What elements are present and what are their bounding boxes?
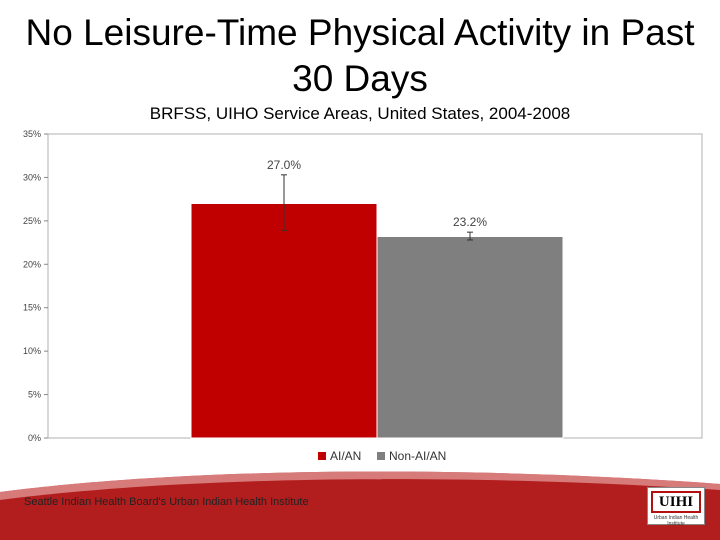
- legend-label: Non-AI/AN: [389, 449, 446, 463]
- y-tick-label: 30%: [23, 172, 41, 182]
- data-label: 23.2%: [453, 215, 487, 229]
- bar-ai-an: [190, 202, 378, 439]
- footer-credit: Seattle Indian Health Board's Urban Indi…: [24, 496, 309, 508]
- logo-caption: Urban Indian Health Institute: [653, 515, 699, 527]
- legend-swatch: [377, 452, 385, 460]
- y-tick-label: 10%: [23, 346, 41, 356]
- slide-subtitle: BRFSS, UIHO Service Areas, United States…: [0, 104, 720, 124]
- y-tick-label: 25%: [23, 216, 41, 226]
- slide-title: No Leisure-Time Physical Activity in Pas…: [25, 12, 695, 99]
- legend-label: AI/AN: [330, 449, 361, 463]
- y-tick-label: 15%: [23, 303, 41, 313]
- logo-text: UIHI: [651, 491, 701, 513]
- y-tick-label: 0%: [28, 433, 41, 443]
- y-tick-label: 20%: [23, 259, 41, 269]
- bar-non-ai-an: [376, 235, 564, 439]
- y-tick-label: 35%: [23, 129, 41, 139]
- legend-swatch: [318, 452, 326, 460]
- y-tick-label: 5%: [28, 390, 41, 400]
- data-label: 27.0%: [267, 158, 301, 172]
- bar-chart: 0% 5% 10% 15% 20% 25% 30% 35% 27.0% 23.2% AI/AN Non…: [16, 126, 706, 466]
- subtitle-text: BRFSS, UIHO Service Areas, United States…: [149, 104, 571, 123]
- footer-swoosh: [0, 471, 720, 540]
- uihi-logo: UIHI Urban Indian Health Institute: [647, 487, 705, 527]
